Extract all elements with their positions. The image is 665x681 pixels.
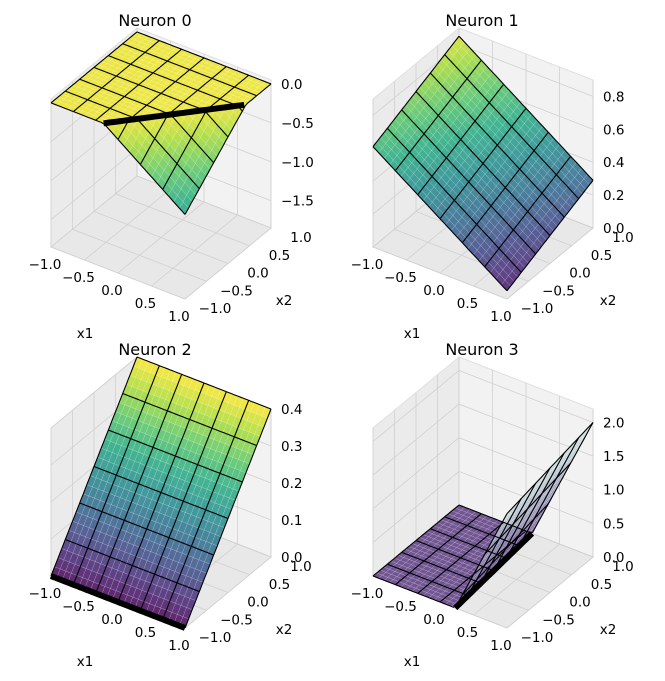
chart-title: Neuron 0: [118, 11, 191, 30]
z-tick-label: 0.5: [603, 516, 624, 532]
x-tick-label: −0.5: [62, 599, 95, 615]
z-tick-label: 0.4: [603, 155, 624, 171]
mesh-line: [184, 408, 272, 629]
y-tick-label: 0.0: [247, 266, 268, 282]
y-axis-label: x2: [600, 622, 617, 638]
z-tick-label: 0.1: [281, 513, 302, 529]
mesh-line: [184, 83, 272, 215]
mesh-line: [458, 422, 594, 533]
x-tick-label: 0.5: [135, 296, 156, 312]
y-tick-label: −1.0: [521, 630, 554, 646]
z-tick-label: −0.5: [281, 116, 314, 132]
z-tick-label: 0.0: [603, 550, 624, 566]
y-tick-label: 1.0: [612, 559, 633, 575]
grid-line: [72, 81, 207, 282]
grid-line: [372, 370, 594, 442]
chart-title: Neuron 3: [445, 340, 518, 359]
x-tick-label: −1.0: [351, 586, 384, 602]
y-tick-label: −0.5: [220, 612, 253, 628]
y-tick-label: −0.5: [220, 283, 253, 299]
activation-boundary-line: [453, 531, 535, 611]
activation-boundary-line: [103, 101, 245, 127]
x-tick-label: −0.5: [62, 270, 95, 286]
x-tick-label: 1.0: [490, 638, 511, 654]
y-tick-label: 0.5: [591, 248, 612, 264]
x-tick-label: 0.0: [423, 283, 444, 299]
z-tick-label: 0.6: [603, 122, 624, 138]
mesh-line: [122, 392, 257, 447]
y-tick-label: 0.5: [591, 577, 612, 593]
y-tick-label: 1.0: [612, 230, 633, 246]
y-axis-label: x2: [600, 293, 617, 309]
x-tick-label: 1.0: [490, 309, 511, 325]
y-tick-label: −1.0: [199, 301, 232, 317]
mesh-line: [506, 179, 594, 292]
z-tick-label: −1.5: [281, 194, 314, 210]
x-axis-label: x1: [77, 654, 94, 670]
mesh-line: [458, 35, 594, 181]
y-tick-label: −1.0: [521, 301, 554, 317]
y-axis-label: x2: [276, 293, 293, 309]
chart-title: Neuron 1: [445, 11, 518, 30]
mesh-line: [444, 54, 580, 200]
y-tick-label: 0.0: [569, 266, 590, 282]
mesh-line: [136, 31, 272, 85]
chart-title: Neuron 2: [118, 340, 191, 359]
y-axis-label: x2: [276, 622, 293, 638]
z-tick-label: 0.0: [281, 77, 302, 93]
x-axis-label: x1: [404, 654, 421, 670]
x-tick-label: −1.0: [351, 257, 384, 273]
x-tick-label: 0.0: [101, 283, 122, 299]
x-tick-label: 0.5: [457, 625, 478, 641]
y-tick-label: −0.5: [542, 283, 575, 299]
z-tick-label: 1.0: [603, 483, 624, 499]
activation-boundary-line: [49, 573, 187, 631]
z-tick-label: 1.5: [603, 449, 624, 465]
y-tick-label: 0.5: [269, 577, 290, 593]
mesh-line: [444, 437, 580, 547]
y-tick-label: −1.0: [199, 630, 232, 646]
y-tick-label: 1.0: [290, 230, 311, 246]
panel-neuron-0: Neuron 0 −1.0−0.50.00.51.0 −1.0−0.50.00.5…: [29, 11, 314, 342]
z-tick-label: −1.0: [281, 155, 314, 171]
x-tick-label: 1.0: [168, 309, 189, 325]
z-tick-label: 0.3: [281, 439, 302, 455]
grid-line: [50, 99, 186, 300]
z-tick-label: 0.2: [281, 476, 302, 492]
x-axis-label: x1: [77, 326, 94, 342]
x-tick-label: 1.0: [168, 638, 189, 654]
z-tick-label: 0.0: [603, 221, 624, 237]
x-tick-label: 0.0: [423, 612, 444, 628]
z-tick-label: 2.0: [603, 415, 624, 431]
x-tick-label: 0.5: [457, 296, 478, 312]
y-tick-label: 0.0: [569, 595, 590, 611]
x-tick-label: −0.5: [384, 599, 417, 615]
grid-line: [372, 403, 594, 476]
mesh-line: [506, 422, 594, 514]
z-tick-label: 0.0: [281, 550, 302, 566]
mesh-line: [136, 356, 272, 410]
y-tick-label: 0.5: [269, 248, 290, 264]
panel-neuron-2: Neuron 2 −1.0−0.50.00.51.0 −1.0−0.50.00.5…: [29, 340, 312, 670]
y-tick-label: 0.0: [247, 595, 268, 611]
y-tick-label: 1.0: [290, 559, 311, 575]
x-tick-label: 0.5: [135, 625, 156, 641]
x-tick-label: 0.0: [101, 612, 122, 628]
panel-neuron-1: Neuron 1 −1.0−0.50.00.51.0 −1.0−0.50.00.5…: [351, 11, 634, 342]
z-tick-label: 0.8: [603, 89, 624, 105]
grid-line: [372, 470, 594, 543]
z-tick-label: 0.2: [603, 188, 624, 204]
x-tick-label: −1.0: [29, 257, 62, 273]
z-tick-label: 0.4: [281, 402, 302, 418]
panel-neuron-3: Neuron 3 −1.0−0.50.00.51.0 −1.0−0.50.00.5…: [351, 340, 634, 670]
x-tick-label: −1.0: [29, 586, 62, 602]
x-tick-label: −0.5: [384, 270, 417, 286]
mesh-line: [122, 43, 257, 97]
x-axis-label: x1: [404, 326, 421, 342]
y-tick-label: −0.5: [542, 612, 575, 628]
